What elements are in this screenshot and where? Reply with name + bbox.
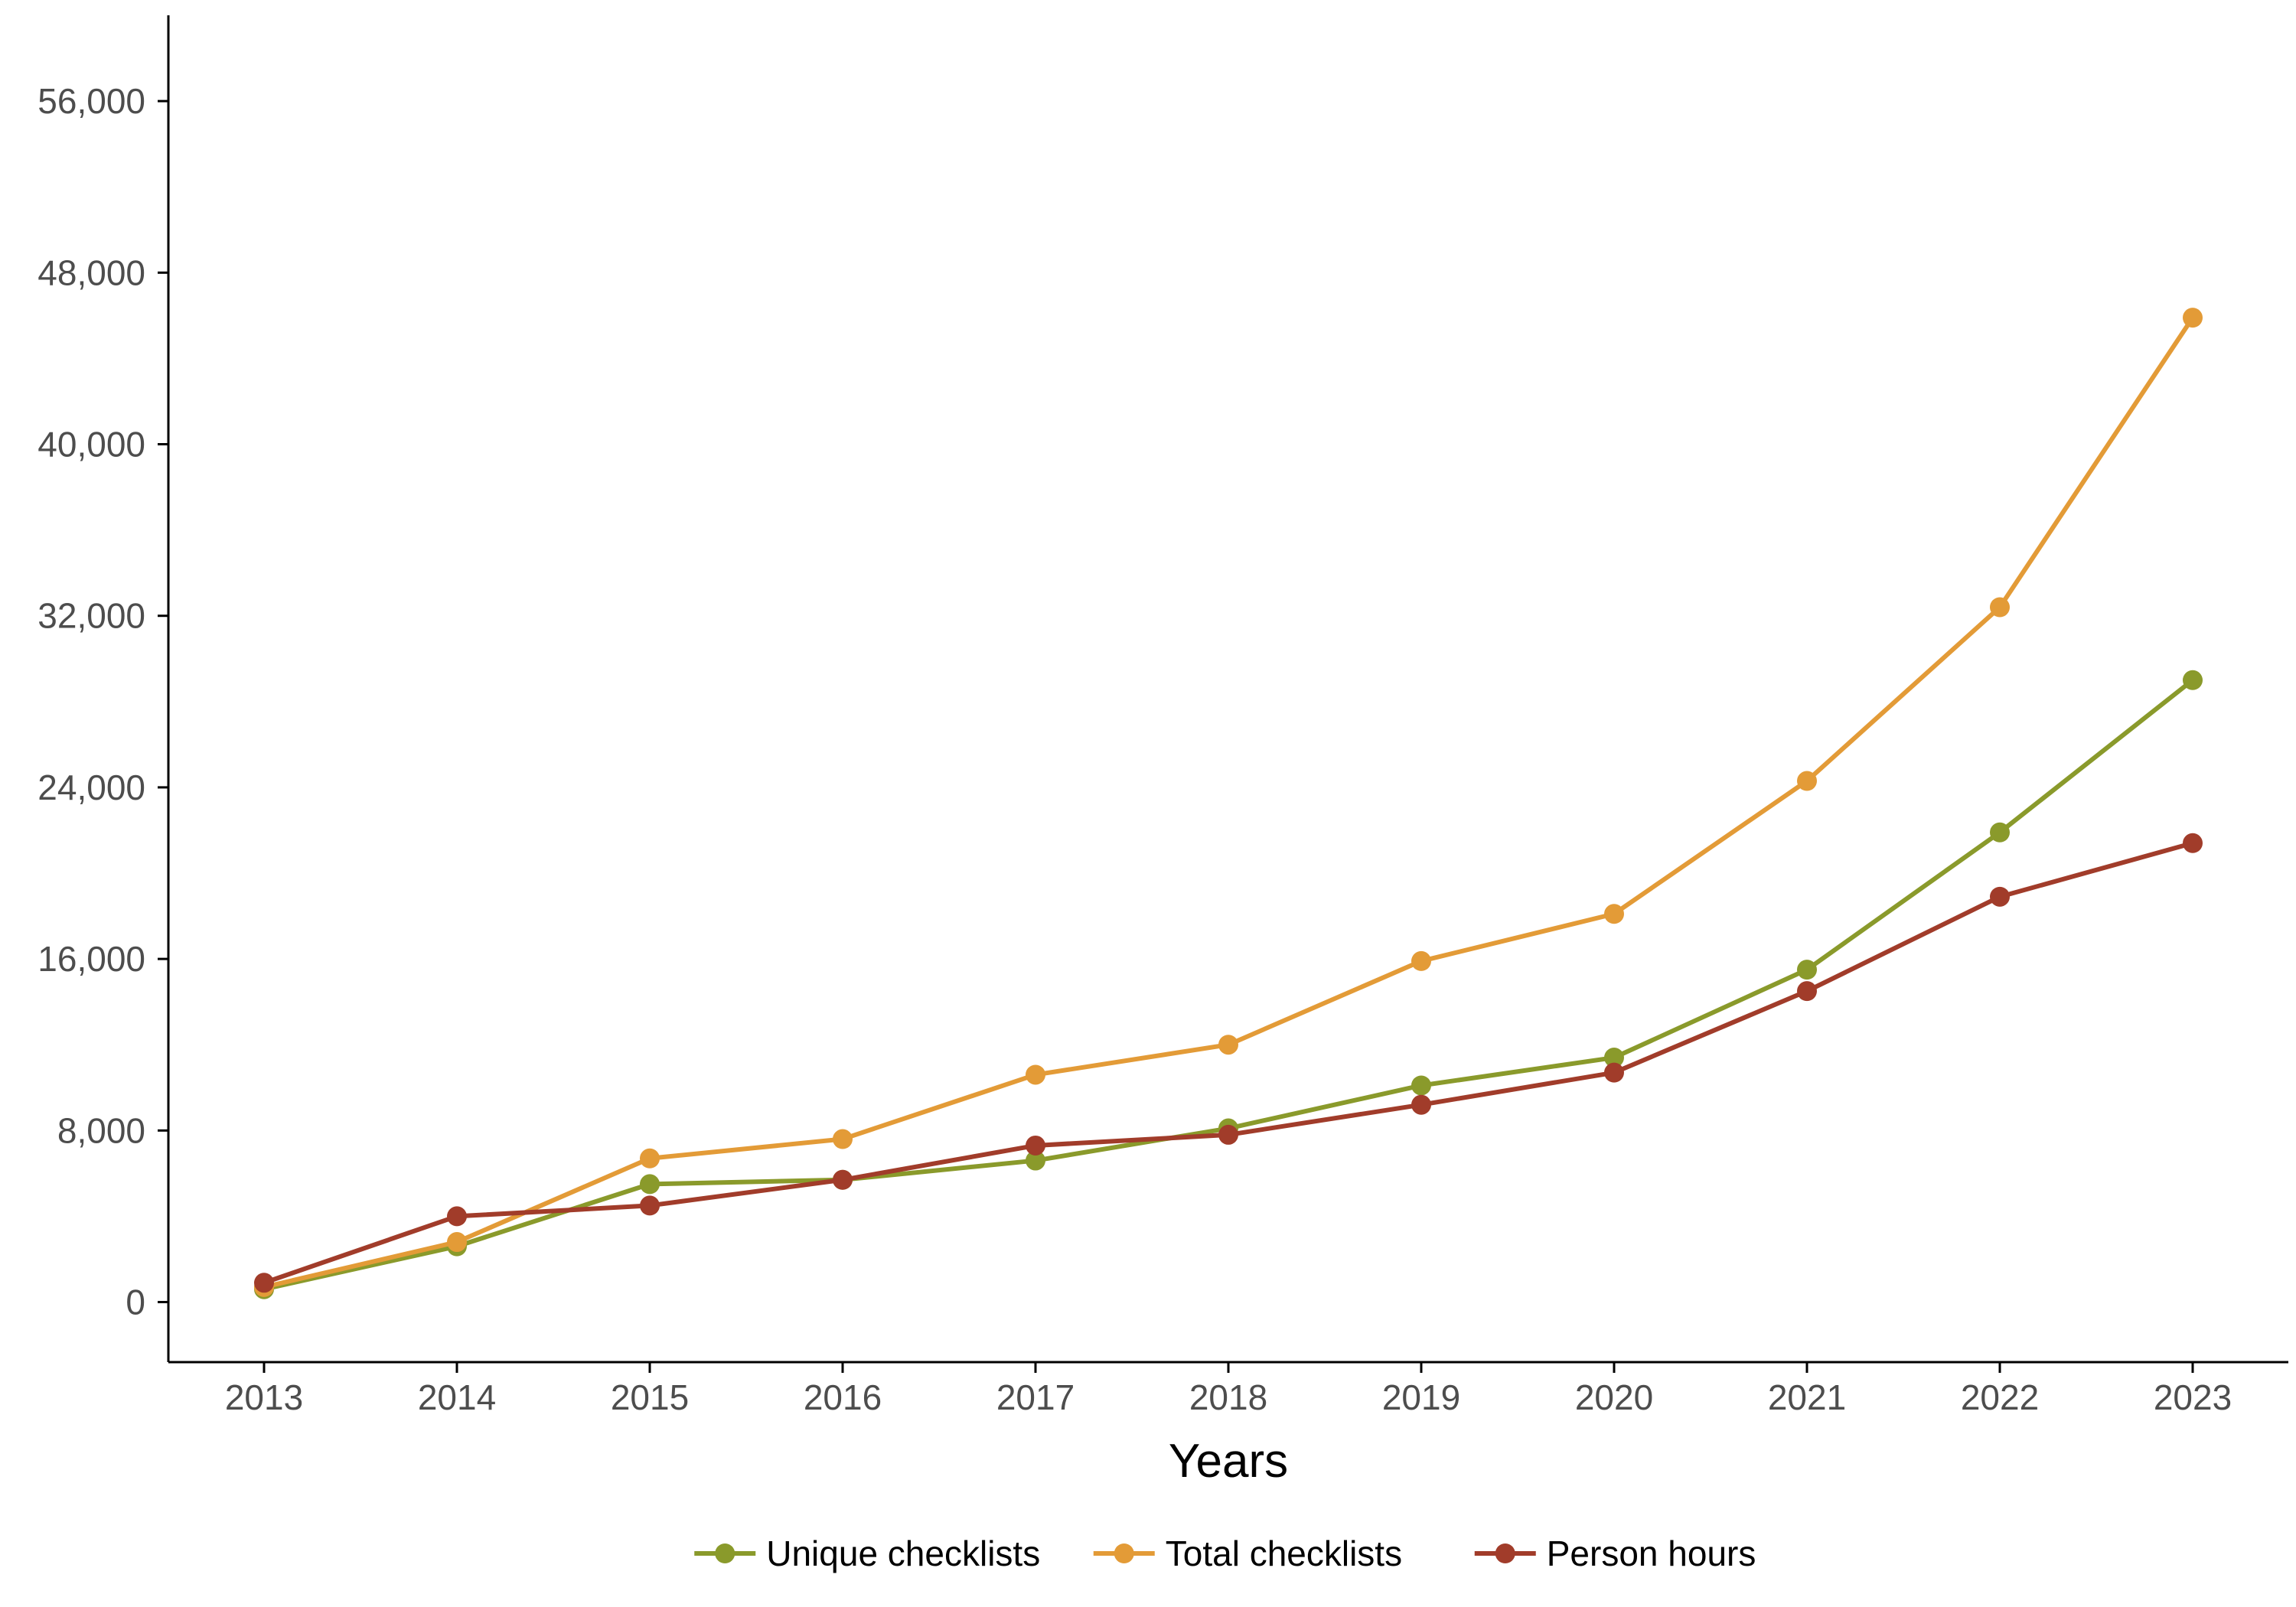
legend-label: Unique checklists <box>766 1534 1040 1573</box>
legend-label: Total checklists <box>1166 1534 1402 1573</box>
data-point-person-hours <box>1218 1124 1238 1145</box>
data-point-unique-checklists <box>1797 960 1817 980</box>
data-point-person-hours <box>833 1169 853 1190</box>
x-tick-label: 2017 <box>996 1377 1075 1417</box>
x-ticks: 2013 2014 2015 2016 2017 2018 2019 2020 2021 2022… <box>225 1362 2232 1417</box>
x-tick-label: 2013 <box>225 1377 303 1417</box>
data-point-total-checklists <box>1797 771 1817 791</box>
y-tick-label: 56,000 <box>38 81 145 121</box>
data-point-total-checklists <box>1026 1064 1045 1085</box>
x-tick-label: 2019 <box>1382 1377 1460 1417</box>
data-point-person-hours <box>1990 886 2010 907</box>
legend-key-point <box>1114 1543 1134 1563</box>
y-tick-label: 48,000 <box>38 253 145 292</box>
y-tick-label: 40,000 <box>38 425 145 464</box>
x-tick-label: 2022 <box>1961 1377 2039 1417</box>
y-tick-label: 24,000 <box>38 768 145 807</box>
x-tick-label: 2023 <box>2154 1377 2232 1417</box>
x-tick-label: 2014 <box>418 1377 496 1417</box>
data-point-total-checklists <box>833 1129 853 1149</box>
data-point-total-checklists <box>447 1232 467 1253</box>
x-tick-label: 2020 <box>1575 1377 1653 1417</box>
series-total-checklists <box>254 308 2203 1297</box>
series-person-hours <box>254 833 2203 1293</box>
x-axis-title: Years <box>1169 1435 1288 1488</box>
x-tick-label: 2018 <box>1189 1377 1267 1417</box>
y-tick-label: 8,000 <box>57 1110 145 1150</box>
data-point-unique-checklists <box>1026 1150 1045 1171</box>
data-point-person-hours <box>640 1195 660 1216</box>
data-point-total-checklists <box>2183 308 2203 328</box>
axes <box>167 15 2288 1364</box>
x-tick-label: 2016 <box>804 1377 882 1417</box>
data-point-unique-checklists <box>1604 1048 1624 1068</box>
data-point-unique-checklists <box>640 1174 660 1195</box>
x-tick-label: 2021 <box>1768 1377 1846 1417</box>
y-tick-label: 0 <box>126 1283 145 1322</box>
data-point-unique-checklists <box>1411 1075 1431 1096</box>
data-point-person-hours <box>254 1273 274 1293</box>
legend-key-point <box>715 1543 735 1563</box>
data-point-person-hours <box>1411 1094 1431 1115</box>
legend-item: Person hours <box>1474 1534 1756 1573</box>
legend-key-point <box>1495 1543 1515 1563</box>
data-point-total-checklists <box>1990 597 2010 618</box>
data-point-unique-checklists <box>1990 822 2010 843</box>
legend: Unique checklists Total checklists Person … <box>694 1534 1756 1573</box>
data-point-unique-checklists <box>2183 670 2203 690</box>
legend-item: Total checklists <box>1093 1534 1402 1573</box>
legend-label: Person hours <box>1547 1534 1756 1573</box>
y-tick-label: 16,000 <box>38 939 145 979</box>
data-point-person-hours <box>1797 981 1817 1002</box>
data-point-total-checklists <box>1411 950 1431 971</box>
series-layer <box>254 308 2203 1299</box>
x-tick-label: 2015 <box>611 1377 689 1417</box>
data-point-total-checklists <box>1604 904 1624 924</box>
data-point-person-hours <box>447 1206 467 1227</box>
data-point-person-hours <box>1026 1135 1045 1156</box>
data-point-person-hours <box>1604 1062 1624 1083</box>
data-point-person-hours <box>2183 833 2203 853</box>
data-point-total-checklists <box>640 1148 660 1169</box>
legend-item: Unique checklists <box>694 1534 1040 1573</box>
y-tick-label: 32,000 <box>38 596 145 636</box>
data-point-total-checklists <box>1218 1035 1238 1055</box>
y-ticks: 0 8,000 16,000 24,000 32,000 40,000 48,000 56,0… <box>38 81 168 1322</box>
